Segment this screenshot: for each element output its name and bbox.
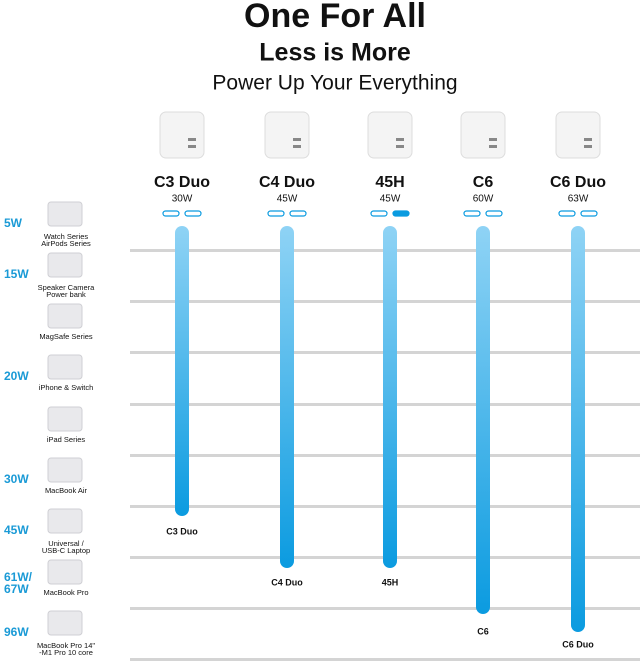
device-label: MacBook Air — [45, 486, 88, 495]
product-wattage: 45W — [380, 194, 401, 205]
coverage-bar — [175, 226, 189, 516]
charger-image — [367, 111, 413, 159]
device-label: Universal / — [48, 539, 84, 548]
charger-port — [188, 145, 196, 148]
port-icon — [580, 210, 598, 217]
device-image — [47, 610, 83, 636]
bar-end-label: C6 Duo — [562, 639, 594, 649]
product-name: C3 Duo — [154, 174, 210, 191]
charger-port — [396, 145, 404, 148]
device-label: Watch Series — [44, 232, 89, 241]
row-divider — [130, 658, 640, 661]
product-wattage: 45W — [277, 194, 298, 205]
device-image — [47, 406, 83, 432]
coverage-bar — [383, 226, 397, 568]
charger-port — [188, 138, 196, 141]
charger-image — [460, 111, 506, 159]
subtitle: Less is More — [259, 39, 411, 67]
device-label: -M1 Pro 10 core — [39, 648, 93, 657]
product-wattage: 60W — [473, 194, 494, 205]
row-wattage: 30W — [4, 472, 29, 486]
product-name: C4 Duo — [259, 174, 315, 191]
port-icon — [184, 210, 202, 217]
bar-end-label: 45H — [382, 577, 399, 587]
device-label: AirPods Series — [41, 239, 91, 248]
charger-port — [489, 145, 497, 148]
product-wattage: 30W — [172, 194, 193, 205]
charger-port — [293, 145, 301, 148]
title: One For All — [244, 0, 426, 35]
coverage-bar — [280, 226, 294, 568]
device-label: MacBook Pro 14" — [37, 641, 95, 650]
device-image — [47, 559, 83, 585]
port-icon — [267, 210, 285, 217]
charger-port — [489, 138, 497, 141]
port-icon — [463, 210, 481, 217]
port-icon — [485, 210, 503, 217]
row-wattage: 67W — [4, 582, 29, 596]
row-wattage: 5W — [4, 216, 23, 230]
port-icon — [392, 210, 410, 217]
row-divider — [130, 607, 640, 610]
device-label: MacBook Pro — [43, 588, 88, 597]
row-wattage: 15W — [4, 267, 29, 281]
charger-port — [293, 138, 301, 141]
bar-end-label: C3 Duo — [166, 526, 198, 536]
device-image — [47, 201, 83, 227]
device-label: Speaker Camera — [38, 283, 96, 292]
device-label: iPad Series — [47, 435, 86, 444]
coverage-bar — [476, 226, 490, 614]
port-icon — [289, 210, 307, 217]
bar-end-label: C4 Duo — [271, 577, 303, 587]
product-name: C6 — [473, 174, 494, 191]
product-name: C6 Duo — [550, 174, 606, 191]
product-name: 45H — [375, 174, 404, 191]
charger-port — [584, 145, 592, 148]
row-wattage: 20W — [4, 369, 29, 383]
coverage-bar — [571, 226, 585, 632]
port-icon — [162, 210, 180, 217]
device-label: Power bank — [46, 290, 86, 299]
device-image — [47, 457, 83, 483]
bar-end-label: C6 — [477, 626, 489, 636]
row-wattage: 61W/ — [4, 570, 33, 584]
device-image — [47, 354, 83, 380]
device-label: iPhone & Switch — [39, 383, 94, 392]
device-label: USB-C Laptop — [42, 546, 90, 555]
device-image — [47, 508, 83, 534]
port-icon — [370, 210, 388, 217]
charger-port — [396, 138, 404, 141]
port-icon — [558, 210, 576, 217]
device-label: MagSafe Series — [39, 332, 93, 341]
charger-port — [584, 138, 592, 141]
row-wattage: 96W — [4, 625, 29, 639]
product-wattage: 63W — [568, 194, 589, 205]
charger-image — [264, 111, 310, 159]
device-image — [47, 303, 83, 329]
row-wattage: 45W — [4, 523, 29, 537]
charger-image — [159, 111, 205, 159]
tagline: Power Up Your Everything — [212, 72, 457, 95]
charger-image — [555, 111, 601, 159]
device-image — [47, 252, 83, 278]
